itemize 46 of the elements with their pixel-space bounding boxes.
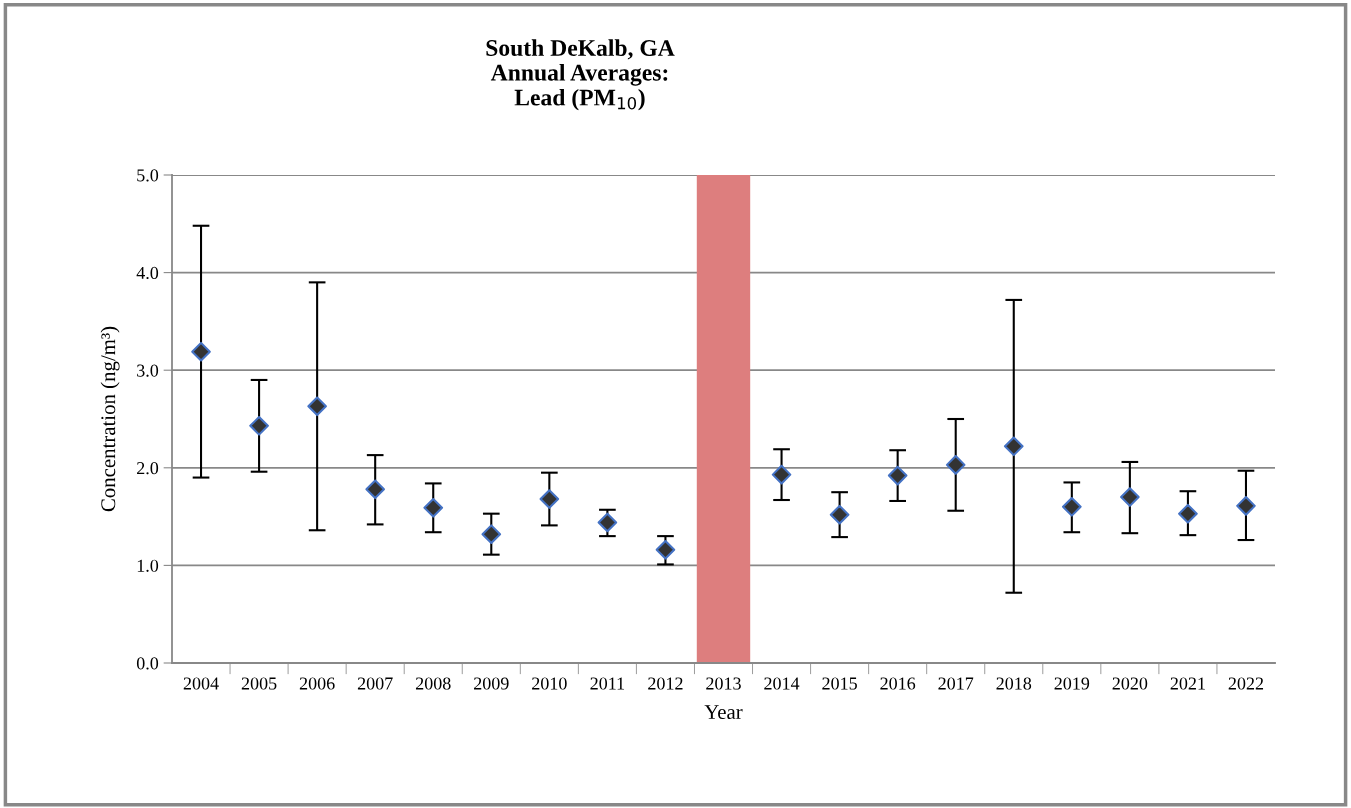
x-tick-label: 2015 xyxy=(822,677,857,690)
point xyxy=(887,465,908,486)
x-tick-label: 2007 xyxy=(357,677,393,690)
point xyxy=(1003,436,1024,457)
y-tick-label: 4.0 xyxy=(136,266,159,280)
x-tick-label: 2022 xyxy=(1228,677,1264,690)
point xyxy=(539,489,560,509)
point xyxy=(1120,487,1140,507)
point xyxy=(249,416,269,436)
point xyxy=(829,504,850,525)
x-tick-label: 2010 xyxy=(532,677,567,690)
y-tick-label: 0.0 xyxy=(136,657,159,670)
x-tick-label: 2008 xyxy=(415,677,451,690)
x-tick-label: 2005 xyxy=(241,677,277,690)
x-tick-label: 2016 xyxy=(880,677,916,690)
y-tick-label: 2.0 xyxy=(137,462,159,475)
x-tick-label: 2006 xyxy=(299,677,335,690)
point xyxy=(365,479,386,500)
x-tick-label: 2004 xyxy=(183,677,219,690)
y-tick-label: 5.0 xyxy=(137,169,159,182)
x-tick-label: 2018 xyxy=(996,677,1032,690)
chart-title: South DeKalb, GA Annual Averages: Lead (PM$_{10}$) xyxy=(486,39,675,111)
x-axis-title: Year xyxy=(704,705,743,720)
x-tick-label: 2019 xyxy=(1054,677,1090,690)
point xyxy=(423,497,444,518)
x-tick-label: 2020 xyxy=(1112,677,1148,690)
y-tick-label: 3.0 xyxy=(137,364,159,377)
x-tick-label: 2013 xyxy=(706,677,741,690)
point xyxy=(655,539,676,560)
x-tick-label: 2009 xyxy=(474,677,509,690)
x-tick-label: 2011 xyxy=(590,677,625,690)
point xyxy=(481,524,502,544)
point xyxy=(597,512,618,533)
point xyxy=(771,464,792,485)
x-tick-label: 2017 xyxy=(938,677,974,690)
x-tick-label: 2012 xyxy=(648,677,683,690)
point xyxy=(945,455,966,475)
point xyxy=(1236,496,1256,516)
point xyxy=(191,341,211,362)
y-axis-title: Concentration (ng/m³) xyxy=(100,326,120,512)
x-tick-label: 2021 xyxy=(1170,677,1205,690)
y-tick-label: 1.0 xyxy=(137,559,159,572)
x-tick-label: 2014 xyxy=(764,677,800,690)
point xyxy=(1178,503,1198,524)
point xyxy=(1061,497,1082,517)
point xyxy=(307,396,327,417)
